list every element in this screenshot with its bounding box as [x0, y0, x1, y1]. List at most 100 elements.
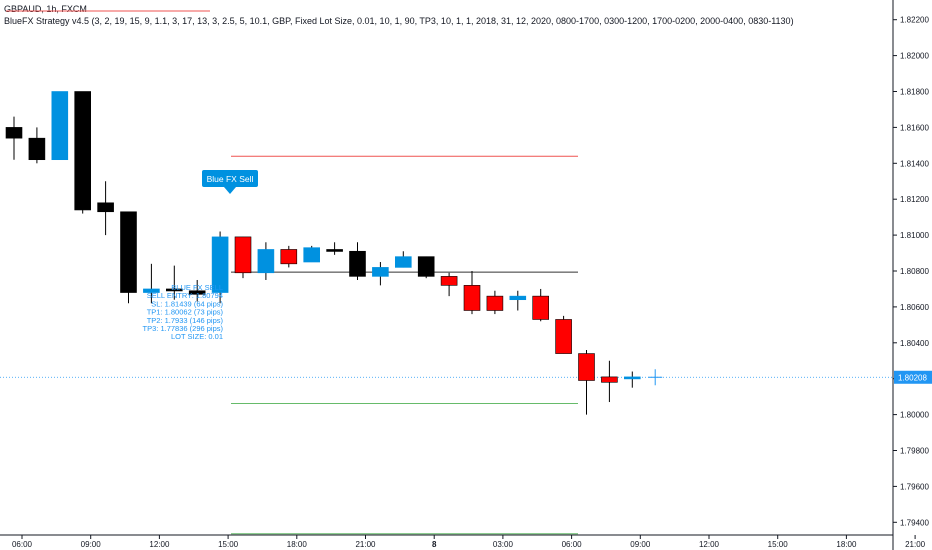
price-tick-label: 1.81400	[900, 159, 929, 168]
candle-body	[74, 91, 91, 211]
current-price-badge	[894, 370, 932, 384]
candle[interactable]	[166, 265, 183, 300]
time-tick-label: 18:00	[287, 540, 308, 549]
candle-body	[234, 236, 252, 274]
symbol-title[interactable]: GBPAUD, 1h, FXCM	[4, 4, 87, 14]
candle[interactable]	[326, 242, 343, 255]
candle-body	[303, 247, 321, 263]
candle[interactable]	[486, 290, 504, 315]
candle[interactable]	[372, 262, 389, 286]
signal-label-pointer	[224, 187, 236, 194]
candle-body	[280, 249, 298, 265]
candle-body	[211, 236, 229, 293]
current-price-label: 1.80208	[898, 373, 927, 382]
time-tick-label: 06:00	[12, 540, 33, 549]
candle[interactable]	[280, 245, 298, 268]
time-tick-label: 8	[432, 540, 437, 549]
candle[interactable]	[463, 271, 481, 315]
candle-body	[143, 288, 160, 293]
candle[interactable]	[188, 279, 206, 302]
candle[interactable]	[234, 236, 252, 279]
candle-body	[394, 256, 412, 268]
candle-body	[463, 285, 481, 311]
candle-body	[623, 376, 641, 380]
candle[interactable]	[51, 91, 69, 161]
signal-label-bubble[interactable]	[202, 170, 258, 187]
candle[interactable]	[440, 272, 458, 297]
candle[interactable]	[578, 349, 595, 415]
candle[interactable]	[97, 181, 114, 236]
time-tick-label: 09:00	[630, 540, 651, 549]
candle[interactable]	[509, 290, 527, 311]
price-tick-label: 1.82000	[900, 52, 929, 61]
time-tick-label: 12:00	[699, 540, 720, 549]
candle[interactable]	[623, 371, 641, 388]
price-tick-label: 1.79600	[900, 482, 929, 491]
time-tick-label: 21:00	[905, 540, 926, 549]
candle[interactable]	[601, 360, 618, 403]
candle[interactable]	[120, 211, 137, 304]
time-tick-label: 21:00	[355, 540, 376, 549]
candle-body	[349, 250, 366, 277]
candle-body	[120, 211, 137, 293]
candle-body	[97, 202, 114, 213]
candle[interactable]	[417, 256, 435, 279]
candle-body	[578, 353, 595, 381]
candle-body	[166, 288, 183, 292]
price-tick-label: 1.80600	[900, 303, 929, 312]
time-tick-label: 06:00	[562, 540, 583, 549]
trade-info-line: TP2: 1.7933 (146 pips)	[147, 316, 224, 325]
candle[interactable]	[257, 242, 275, 280]
price-tick-label: 1.79800	[900, 447, 929, 456]
candle-body	[601, 376, 618, 383]
price-tick-label: 1.81000	[900, 231, 929, 240]
trade-info-line: BLUE FX SELL	[171, 283, 223, 292]
price-tick-label: 1.79400	[900, 518, 929, 527]
candle-body	[509, 295, 527, 301]
price-tick-label: 1.81800	[900, 88, 929, 97]
candle-body	[440, 276, 458, 286]
trade-info-line: TP1: 1.80062 (73 pips)	[147, 308, 224, 317]
candle-body	[51, 91, 69, 161]
candle[interactable]	[143, 263, 160, 304]
candle-body	[532, 295, 550, 320]
candle-body	[555, 319, 572, 354]
candle[interactable]	[532, 288, 550, 322]
price-tick-label: 1.80400	[900, 339, 929, 348]
chart-legend: GBPAUD, 1h, FXCM BlueFX Strategy v4.5 (3…	[4, 3, 794, 27]
price-tick-label: 1.81200	[900, 195, 929, 204]
candle[interactable]	[394, 251, 412, 268]
indicator-title[interactable]: BlueFX Strategy v4.5 (3, 2, 19, 15, 9, 1…	[4, 16, 794, 26]
trade-info-line: TP3: 1.77836 (296 pips)	[143, 324, 224, 333]
candle[interactable]	[349, 242, 366, 280]
time-tick-label: 18:00	[836, 540, 857, 549]
candle[interactable]	[28, 127, 46, 164]
price-tick-label: 1.80800	[900, 267, 929, 276]
trade-info-line: LOT SIZE: 0.01	[171, 332, 223, 341]
candle-body	[5, 127, 23, 139]
candle-body	[188, 290, 206, 295]
trade-info-line: SELL ENTRY: 1.80794	[147, 291, 223, 300]
candle-body	[257, 249, 275, 274]
signal-label-text: Blue FX Sell	[207, 174, 254, 184]
candle-body	[486, 295, 504, 311]
candle[interactable]	[303, 245, 321, 263]
time-tick-label: 15:00	[218, 540, 239, 549]
candle[interactable]	[5, 116, 23, 160]
time-tick-label: 12:00	[149, 540, 170, 549]
time-tick-label: 15:00	[768, 540, 789, 549]
price-tick-label: 1.81600	[900, 123, 929, 132]
time-tick-label: 09:00	[81, 540, 102, 549]
time-tick-label: 03:00	[493, 540, 514, 549]
candle-body	[372, 267, 389, 277]
candle-body	[326, 249, 343, 252]
candle-body	[417, 256, 435, 277]
price-tick-label: 1.80000	[900, 411, 929, 420]
candle[interactable]	[555, 315, 572, 354]
price-tick-label: 1.82200	[900, 16, 929, 25]
candle[interactable]	[74, 91, 91, 214]
trade-info-line: SL: 1.81439 (64 pips)	[151, 299, 223, 308]
candle[interactable]	[211, 231, 229, 304]
